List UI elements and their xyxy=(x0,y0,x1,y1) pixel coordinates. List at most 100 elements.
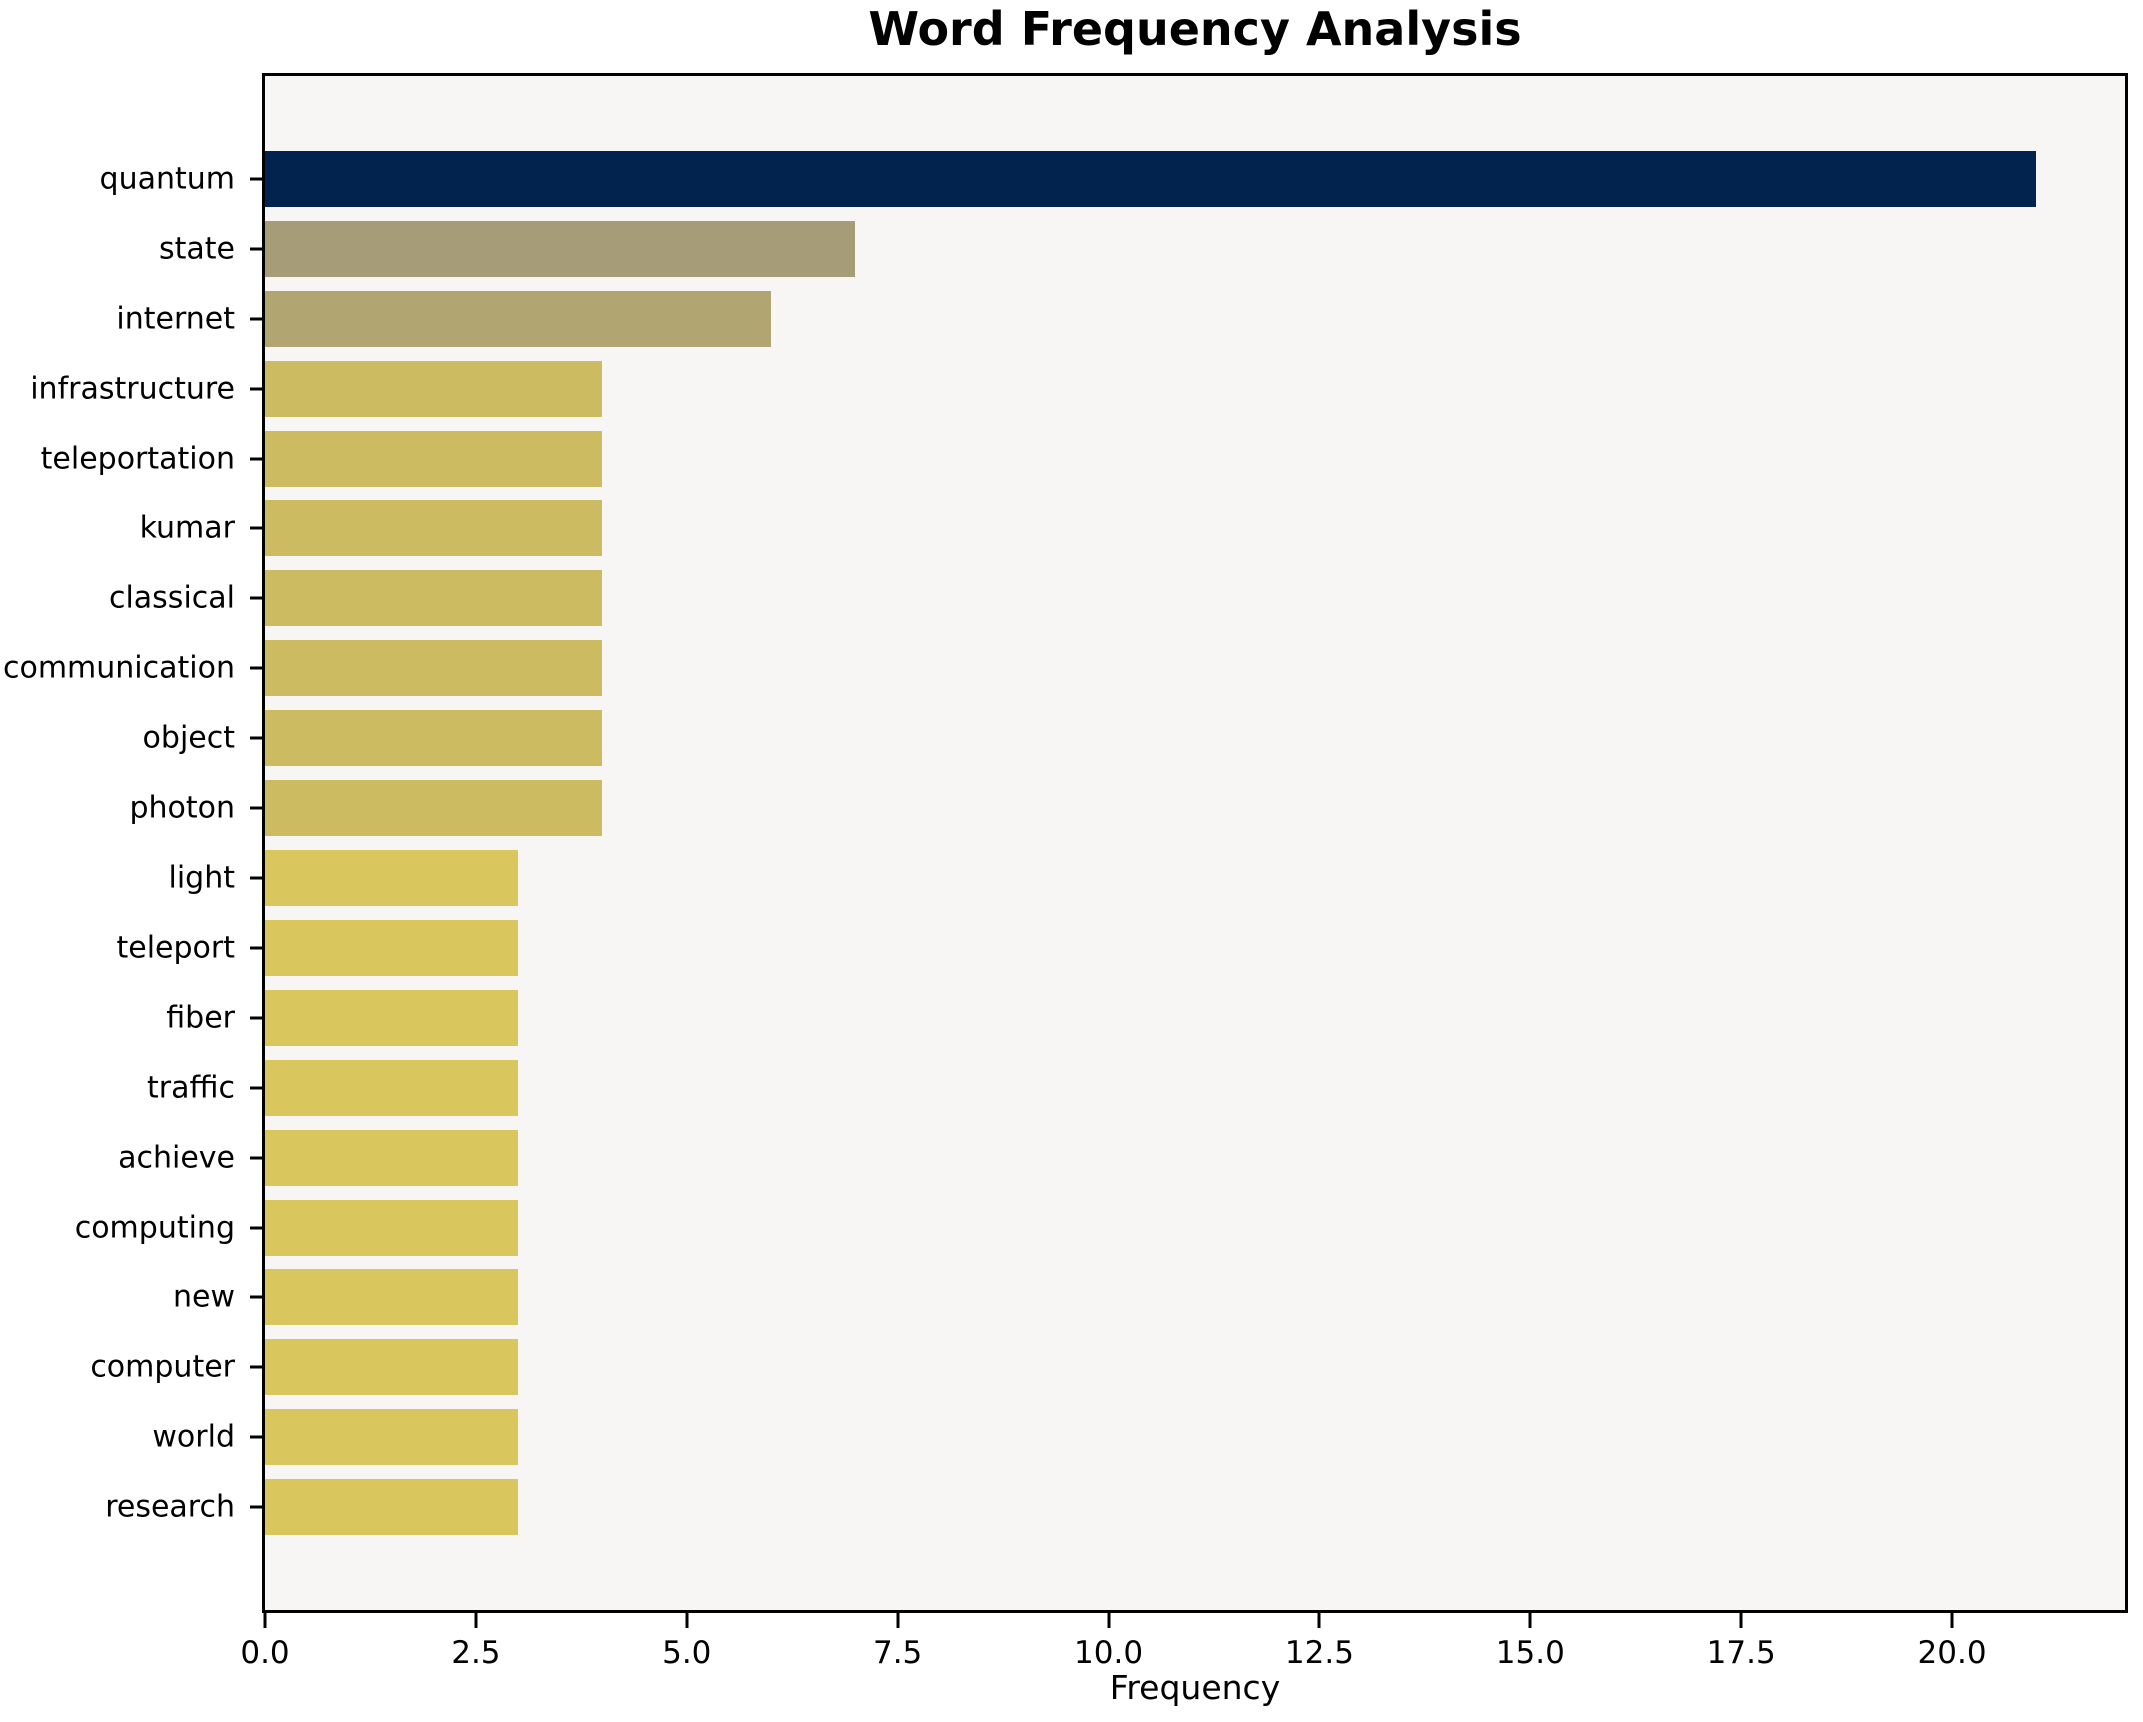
y-tick-label: communication xyxy=(2,650,235,686)
bar xyxy=(265,1269,519,1326)
y-tick-label: kumar xyxy=(139,510,235,546)
bar xyxy=(265,989,519,1046)
bar xyxy=(265,780,603,837)
y-tick-mark xyxy=(250,526,262,530)
y-tick-mark xyxy=(250,596,262,600)
bar xyxy=(265,1129,519,1186)
bar-row: research xyxy=(105,1472,2125,1542)
bar-row: teleportation xyxy=(41,424,2125,494)
bar-row: quantum xyxy=(100,144,2125,214)
x-tick-mark xyxy=(474,1613,478,1628)
x-tick-mark xyxy=(685,1613,689,1628)
y-tick-mark xyxy=(250,457,262,461)
y-tick-label: infrastructure xyxy=(30,371,235,407)
y-tick-mark xyxy=(250,806,262,810)
y-tick-label: new xyxy=(172,1279,235,1315)
bar xyxy=(265,1339,519,1396)
bar-row: computer xyxy=(90,1332,2125,1402)
bar-row: internet xyxy=(116,284,2125,354)
bar-row: communication xyxy=(3,633,2125,703)
y-tick-label: computing xyxy=(74,1210,235,1246)
bar-row: light xyxy=(169,843,2125,913)
y-tick-label: teleport xyxy=(116,930,235,966)
y-tick-mark xyxy=(250,1505,262,1509)
y-tick-label: state xyxy=(159,231,235,267)
bar-row: infrastructure xyxy=(30,354,2125,424)
y-tick-label: traffic xyxy=(147,1070,235,1106)
y-tick-mark xyxy=(250,946,262,950)
y-tick-mark xyxy=(250,1435,262,1439)
y-tick-mark xyxy=(250,247,262,251)
x-tick-mark xyxy=(1317,1613,1321,1628)
y-tick-label: teleportation xyxy=(40,441,235,477)
y-tick-mark xyxy=(250,876,262,880)
y-tick-label: research xyxy=(105,1489,235,1525)
x-axis-label: Frequency xyxy=(1109,1668,1281,1707)
x-tick-mark xyxy=(1107,1613,1111,1628)
bar xyxy=(265,919,519,976)
x-tick-label: 17.5 xyxy=(1706,1635,1776,1671)
bar-row: traffic xyxy=(147,1053,2125,1123)
bar-row: computing xyxy=(75,1193,2125,1263)
y-tick-mark xyxy=(250,666,262,670)
bar xyxy=(265,1409,519,1466)
bar-row: fiber xyxy=(166,983,2125,1053)
bar xyxy=(265,1479,519,1536)
y-tick-label: object xyxy=(142,720,235,756)
x-tick-mark xyxy=(896,1613,900,1628)
x-tick-label: 7.5 xyxy=(872,1635,923,1671)
y-tick-mark xyxy=(250,1016,262,1020)
y-tick-mark xyxy=(250,177,262,181)
bars-container: quantum state internet infrastructure telepo… xyxy=(3,76,2125,1610)
bar xyxy=(265,220,856,277)
y-tick-label: light xyxy=(168,860,236,896)
y-tick-label: internet xyxy=(116,301,235,337)
x-tick-mark xyxy=(1950,1613,1954,1628)
bar xyxy=(265,150,2037,207)
bar xyxy=(265,710,603,767)
x-tick-label: 0.0 xyxy=(240,1635,290,1671)
y-tick-label: classical xyxy=(108,580,235,616)
x-tick-mark xyxy=(263,1613,267,1628)
x-tick-label: 10.0 xyxy=(1074,1635,1144,1671)
y-tick-mark xyxy=(250,736,262,740)
y-tick-mark xyxy=(250,1295,262,1299)
bar xyxy=(265,360,603,417)
bar-row: object xyxy=(143,703,2125,773)
x-tick-label: 20.0 xyxy=(1917,1635,1987,1671)
bar-row: classical xyxy=(109,563,2125,633)
bar-row: state xyxy=(159,214,2125,284)
bar xyxy=(265,640,603,697)
bar-row: photon xyxy=(129,773,2125,843)
y-tick-mark xyxy=(250,1365,262,1369)
y-tick-label: computer xyxy=(90,1349,235,1385)
y-tick-mark xyxy=(250,1086,262,1090)
bar xyxy=(265,430,603,487)
y-tick-label: quantum xyxy=(99,161,235,197)
x-tick-label: 12.5 xyxy=(1284,1635,1354,1671)
chart-title: Word Frequency Analysis xyxy=(868,2,1522,56)
bar-row: achieve xyxy=(118,1123,2125,1193)
x-tick-mark xyxy=(1528,1613,1532,1628)
x-tick-label: 15.0 xyxy=(1495,1635,1565,1671)
y-tick-label: world xyxy=(152,1419,235,1455)
bar xyxy=(265,1059,519,1116)
bar xyxy=(265,570,603,627)
x-tick-label: 5.0 xyxy=(662,1635,712,1671)
y-tick-mark xyxy=(250,387,262,391)
x-tick-label: 2.5 xyxy=(451,1635,501,1671)
y-tick-mark xyxy=(250,1156,262,1160)
bar-row: kumar xyxy=(140,494,2125,564)
bar xyxy=(265,1199,519,1256)
y-tick-mark xyxy=(250,317,262,321)
y-tick-label: achieve xyxy=(118,1140,235,1176)
bar xyxy=(265,290,772,347)
plot-area: quantum state internet infrastructure telepo… xyxy=(3,73,2128,1613)
y-tick-label: photon xyxy=(129,790,235,826)
y-tick-label: fiber xyxy=(166,1000,235,1036)
bar-row: teleport xyxy=(116,913,2125,983)
bar-row: world xyxy=(152,1402,2125,1472)
bar xyxy=(265,500,603,557)
bar xyxy=(265,850,519,907)
